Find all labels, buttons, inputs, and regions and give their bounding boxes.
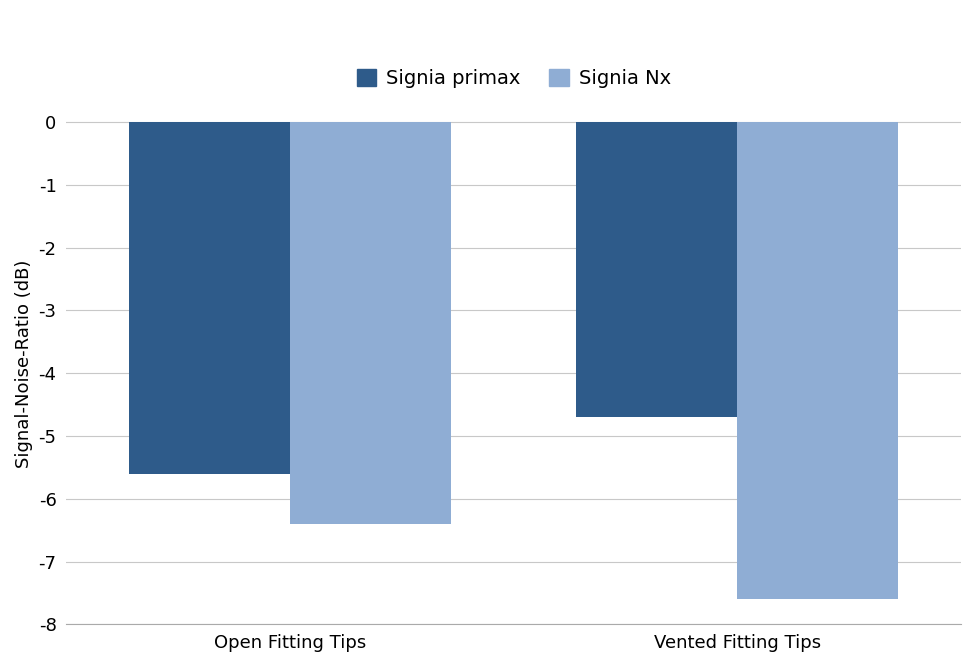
Y-axis label: Signal-Noise-Ratio (dB): Signal-Noise-Ratio (dB) <box>15 259 33 468</box>
Legend: Signia primax, Signia Nx: Signia primax, Signia Nx <box>348 61 678 96</box>
Bar <box>737 122 898 599</box>
Bar <box>576 122 737 417</box>
Bar <box>129 122 290 474</box>
Bar <box>290 122 451 524</box>
